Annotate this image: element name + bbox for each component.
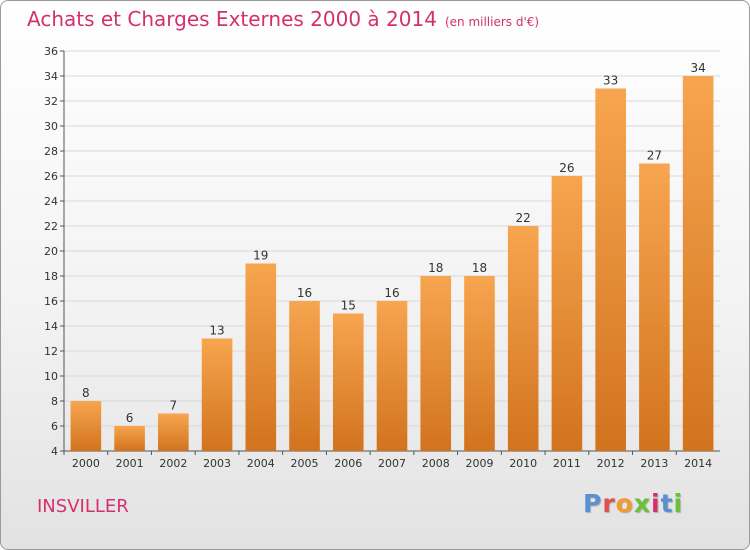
bar-2014 (682, 76, 714, 451)
data-label-2008: 18 (428, 261, 443, 275)
y-tick-label: 30 (44, 120, 58, 133)
x-tick-label-2012: 2012 (597, 457, 625, 470)
chart-unit-label: (en milliers d'€) (444, 15, 540, 29)
y-tick-label: 8 (51, 395, 58, 408)
y-tick-label: 16 (44, 295, 58, 308)
data-label-2000: 8 (82, 386, 90, 400)
data-label-2006: 15 (341, 299, 356, 313)
y-tick-label: 26 (44, 170, 58, 183)
bar-2000 (70, 401, 102, 451)
x-tick-label-2013: 2013 (640, 457, 668, 470)
bar-2001 (114, 426, 145, 451)
data-label-2004: 19 (253, 249, 268, 263)
x-tick-label-2007: 2007 (378, 457, 406, 470)
y-tick-label: 24 (44, 195, 58, 208)
x-tick-label-2006: 2006 (334, 457, 362, 470)
x-tick-label-2004: 2004 (247, 457, 275, 470)
x-tick-label-2008: 2008 (422, 457, 450, 470)
chart-title-text: Achats et Charges Externes 2000 à 2014 (27, 7, 437, 31)
data-label-2003: 13 (209, 324, 224, 338)
bar-2013 (639, 163, 670, 451)
logo-letter: i (673, 489, 684, 518)
x-tick-label-2001: 2001 (116, 457, 144, 470)
y-tick-label: 4 (51, 445, 58, 458)
data-label-2007: 16 (384, 286, 399, 300)
y-tick-label: 6 (51, 420, 58, 433)
proxiti-logo[interactable]: Proxiti (583, 489, 683, 518)
x-tick-label-2014: 2014 (684, 457, 712, 470)
logo-letter: i (651, 489, 661, 518)
bar-2006 (332, 313, 364, 451)
x-tick-labels: 2000 2001 2002 2003 2004 2005 2006 2007 2008 2009… (72, 457, 712, 470)
data-labels: 8 6 7 13 19 16 15 16 18 18 22 26 33 27 34 (82, 61, 706, 425)
bar-2005 (289, 301, 320, 451)
y-tick-label: 28 (44, 145, 58, 158)
bar-2008 (420, 276, 452, 451)
y-tick-label: 36 (44, 45, 58, 58)
bar-2004 (245, 263, 277, 451)
data-label-2005: 16 (297, 286, 312, 300)
logo-letter: P (583, 489, 603, 518)
chart-title: Achats et Charges Externes 2000 à 2014 (e… (27, 7, 539, 31)
commune-name: INSVILLER (37, 496, 129, 517)
data-label-2002: 7 (170, 399, 178, 413)
logo-letter: r (602, 489, 616, 518)
bar-2007 (376, 301, 408, 451)
data-label-2013: 27 (647, 149, 662, 163)
bar-2012 (595, 88, 626, 451)
bars (70, 76, 714, 451)
bar-2009 (464, 276, 495, 451)
bar-2002 (158, 413, 189, 451)
bar-2011 (551, 176, 583, 451)
x-tick-label-2010: 2010 (509, 457, 537, 470)
data-label-2011: 26 (559, 161, 574, 175)
data-label-2012: 33 (603, 74, 618, 88)
y-tick-labels: 4 6 8 10 12 14 16 18 20 22 24 26 28 30 32 34 36 (44, 45, 58, 458)
x-tick-label-2005: 2005 (291, 457, 319, 470)
x-tick-label-2002: 2002 (159, 457, 187, 470)
y-tick-label: 32 (44, 95, 58, 108)
y-tick-label: 22 (44, 220, 58, 233)
bar-2003 (201, 338, 233, 451)
x-tick-label-2009: 2009 (465, 457, 493, 470)
y-tick-label: 14 (44, 320, 58, 333)
logo-letter: t (660, 489, 674, 518)
data-label-2001: 6 (126, 411, 134, 425)
x-tick-label-2003: 2003 (203, 457, 231, 470)
y-tick-label: 10 (44, 370, 58, 383)
data-label-2009: 18 (472, 261, 487, 275)
y-tick-label: 12 (44, 345, 58, 358)
logo-letter: x (633, 489, 651, 518)
data-label-2014: 34 (690, 61, 705, 75)
y-tick-label: 20 (44, 245, 58, 258)
y-tick-label: 34 (44, 70, 58, 83)
y-tick-label: 18 (44, 270, 58, 283)
logo-letter: o (615, 489, 634, 518)
x-tick-label-2011: 2011 (553, 457, 581, 470)
x-tick-label-2000: 2000 (72, 457, 100, 470)
bar-2010 (507, 226, 539, 451)
data-label-2010: 22 (516, 211, 531, 225)
